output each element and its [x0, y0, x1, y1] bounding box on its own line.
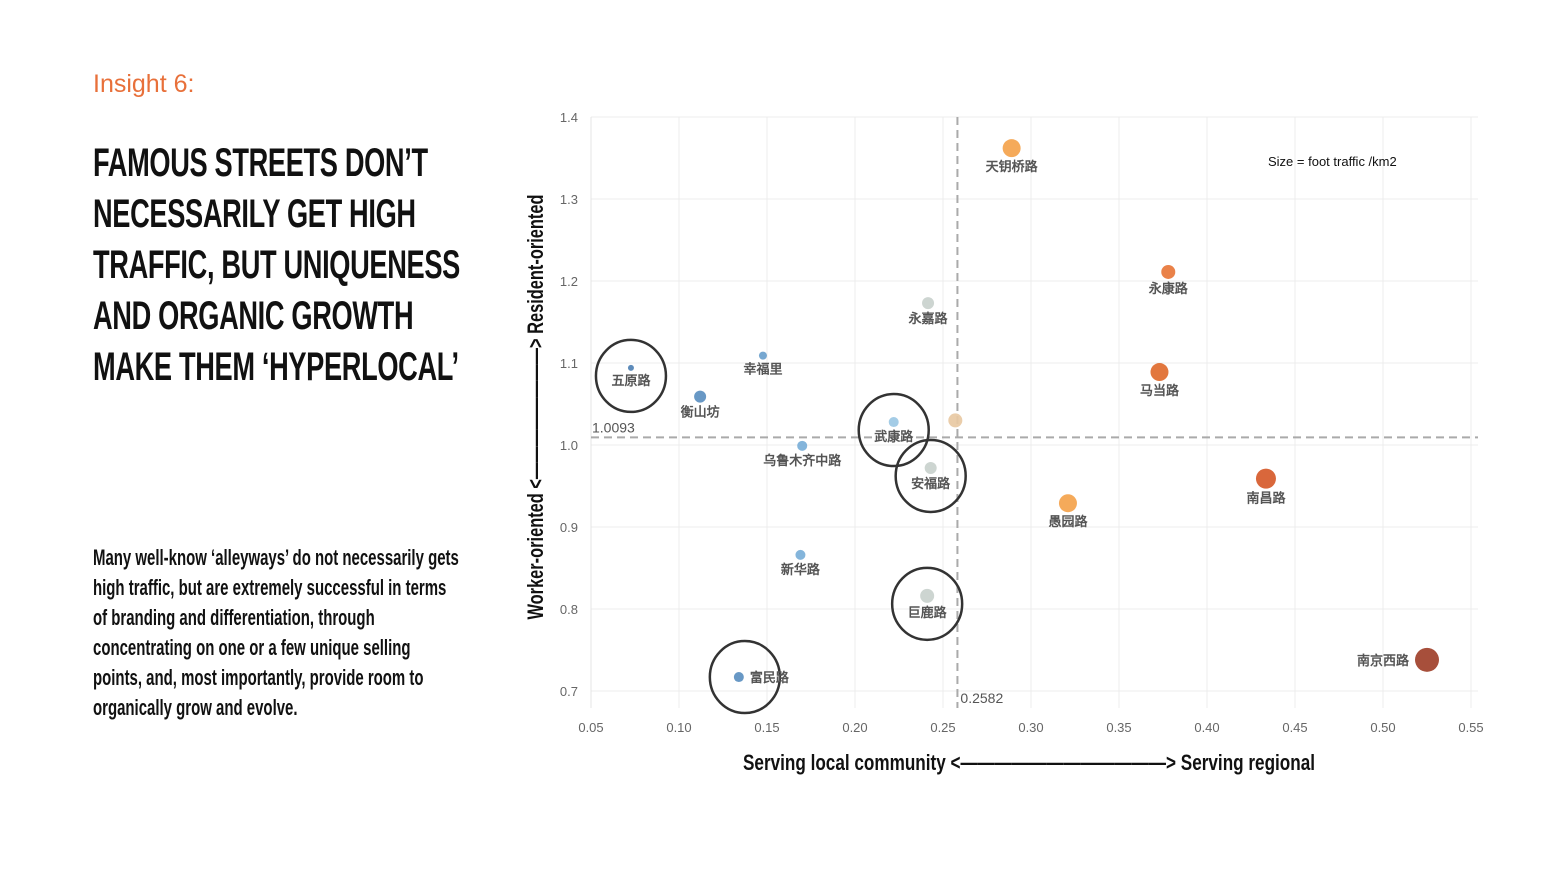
- point-label: 永嘉路: [908, 311, 949, 326]
- data-point: [1150, 363, 1169, 382]
- data-point: [1415, 647, 1439, 672]
- data-point: [758, 351, 767, 360]
- x-tick-label: 0.40: [1194, 720, 1219, 735]
- size-legend: Size = foot traffic /km2: [1268, 154, 1397, 169]
- x-tick-label: 0.45: [1282, 720, 1307, 735]
- data-point: [922, 297, 935, 310]
- data-point: [1058, 494, 1077, 513]
- point-label: 永康路: [1148, 281, 1189, 296]
- point-label: 富民路: [750, 670, 790, 685]
- y-tick-label: 1.3: [560, 192, 578, 207]
- insight-label: Insight 6:: [93, 70, 195, 98]
- point-label: 南昌路: [1246, 491, 1286, 506]
- point-label: 武康路: [874, 429, 914, 444]
- x-tick-label: 0.10: [666, 720, 691, 735]
- point-label: 愚园路: [1048, 514, 1088, 529]
- y-tick-label: 0.7: [560, 684, 578, 699]
- point-label: 安福路: [911, 476, 951, 491]
- data-point: [694, 390, 707, 403]
- highlight-circle: [894, 438, 967, 514]
- x-tick-label: 0.15: [754, 720, 779, 735]
- point-label: 乌鲁木齐中路: [763, 453, 842, 468]
- point-label: 南京西路: [1357, 653, 1410, 668]
- data-point: [948, 413, 963, 428]
- data-point: [924, 461, 937, 474]
- data-point: [1255, 468, 1276, 489]
- data-point: [795, 549, 806, 560]
- point-label: 五原路: [611, 373, 651, 388]
- data-point: [920, 588, 935, 603]
- highlight-circle: [708, 639, 782, 715]
- point-label: 马当路: [1140, 383, 1180, 398]
- x-tick-label: 0.20: [842, 720, 867, 735]
- data-point: [627, 364, 634, 371]
- x-tick-label: 0.55: [1458, 720, 1483, 735]
- data-point: [733, 672, 744, 683]
- point-label: 衡山坊: [681, 405, 720, 420]
- x-tick-label: 0.05: [578, 720, 603, 735]
- highlight-circle: [594, 338, 668, 414]
- highlight-circle: [857, 392, 930, 468]
- y-tick-label: 0.8: [560, 602, 578, 617]
- y-axis-title: Worker-oriented <————————> Resident-orie…: [523, 195, 548, 620]
- headline: FAMOUS STREETS DON’T NECESSARILY GET HIG…: [93, 141, 460, 389]
- data-point: [797, 440, 808, 451]
- x-tick-label: 0.35: [1106, 720, 1131, 735]
- y-tick-label: 1.2: [560, 274, 578, 289]
- y-tick-label: 0.9: [560, 520, 578, 535]
- x-tick-label: 0.30: [1018, 720, 1043, 735]
- y-tick-label: 1.4: [560, 110, 578, 125]
- data-point: [888, 417, 899, 428]
- body-text: Many well-know ‘alleyways’ do not necess…: [93, 545, 459, 720]
- x-tick-label: 0.50: [1370, 720, 1395, 735]
- x-reference-label: 0.2582: [960, 690, 1003, 706]
- highlight-circle: [890, 566, 964, 642]
- y-tick-label: 1.1: [560, 356, 578, 371]
- y-reference-label: 1.0093: [592, 419, 635, 435]
- x-tick-label: 0.25: [930, 720, 955, 735]
- data-point: [1002, 139, 1021, 158]
- x-axis-title: Serving local community <————————————> S…: [743, 750, 1315, 775]
- point-label: 巨鹿路: [908, 605, 948, 620]
- point-label: 幸福里: [743, 362, 782, 377]
- point-label: 天钥桥路: [986, 159, 1039, 174]
- data-point: [1161, 264, 1176, 279]
- point-label: 新华路: [781, 562, 821, 577]
- y-tick-label: 1.0: [560, 438, 578, 453]
